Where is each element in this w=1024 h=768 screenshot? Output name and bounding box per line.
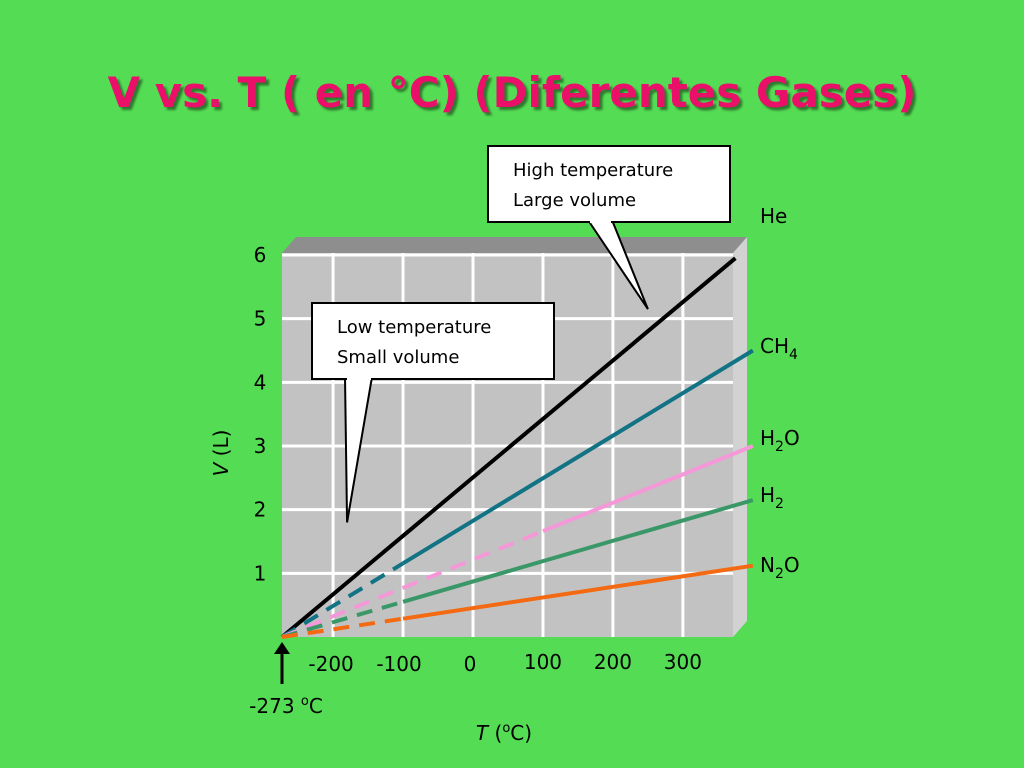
- x-tick-label: 100: [524, 650, 562, 674]
- series-label-H2: H2: [760, 483, 784, 512]
- axis-labels: V (L) T (oC): [209, 430, 532, 745]
- callout-box: [311, 302, 555, 380]
- series-label-CH4: CH4: [760, 334, 798, 363]
- series-line-He: [280, 256, 737, 639]
- series-labels: He CH4 H2O H2 N2O: [760, 204, 800, 582]
- x-tick-label: -200: [308, 652, 353, 676]
- y-tick-label: 1: [254, 561, 267, 585]
- absolute-zero-marker: -273 oC: [249, 642, 323, 718]
- callout-low: Low temperature Small volume: [311, 302, 555, 523]
- series-line-H2-extrapolated: [281, 599, 404, 639]
- marker-arrow-head: [274, 642, 290, 654]
- y-tick-label: 3: [254, 434, 267, 458]
- callout-joint: [347, 376, 371, 380]
- series-line-N2O: [402, 563, 754, 621]
- series-line-CH4-extrapolated: [280, 561, 405, 639]
- series-line-CH4: [401, 348, 754, 566]
- callout-line-2: Small volume: [337, 347, 459, 368]
- callouts: High temperature Large volume Low temperat…: [311, 145, 731, 523]
- series-line-N2O-extrapolated: [281, 616, 404, 639]
- callout-high: High temperature Large volume: [487, 145, 731, 310]
- series-label-H2O: H2O: [760, 426, 800, 455]
- slide-title: V vs. T ( en °C) (Diferentes Gases): [107, 68, 917, 117]
- callout-joint: [590, 219, 611, 223]
- plot-top-face: [282, 237, 747, 253]
- y-axis-label: V (L): [209, 430, 233, 477]
- series-label-N2O: N2O: [760, 553, 800, 582]
- y-tick-label: 2: [254, 498, 267, 522]
- series-line-H2O: [542, 444, 754, 533]
- series-lines: [280, 256, 754, 639]
- y-tick-label: 4: [254, 370, 267, 394]
- callout-line-1: High temperature: [513, 160, 673, 181]
- series-line-H2O-extrapolated: [281, 529, 544, 639]
- series-label-He: He: [760, 204, 787, 228]
- x-tick-label: 0: [464, 652, 477, 676]
- callout-box: [487, 145, 731, 223]
- x-tick-labels: -200 -100 0 100 200 300: [308, 650, 702, 676]
- x-tick-label: -100: [376, 652, 421, 676]
- x-tick-label: 300: [664, 650, 702, 674]
- callout-line-2: Large volume: [513, 190, 636, 211]
- marker-label: -273 oC: [249, 694, 323, 718]
- y-tick-label: 5: [254, 307, 267, 331]
- x-axis-label: T (oC): [476, 721, 532, 745]
- y-tick-label: 6: [254, 243, 267, 267]
- y-tick-labels: 1 2 3 4 5 6: [254, 243, 267, 585]
- series-line-H2: [402, 498, 754, 604]
- plot-side-face: [733, 237, 747, 637]
- x-tick-label: 200: [594, 650, 632, 674]
- callout-line-1: Low temperature: [337, 317, 491, 338]
